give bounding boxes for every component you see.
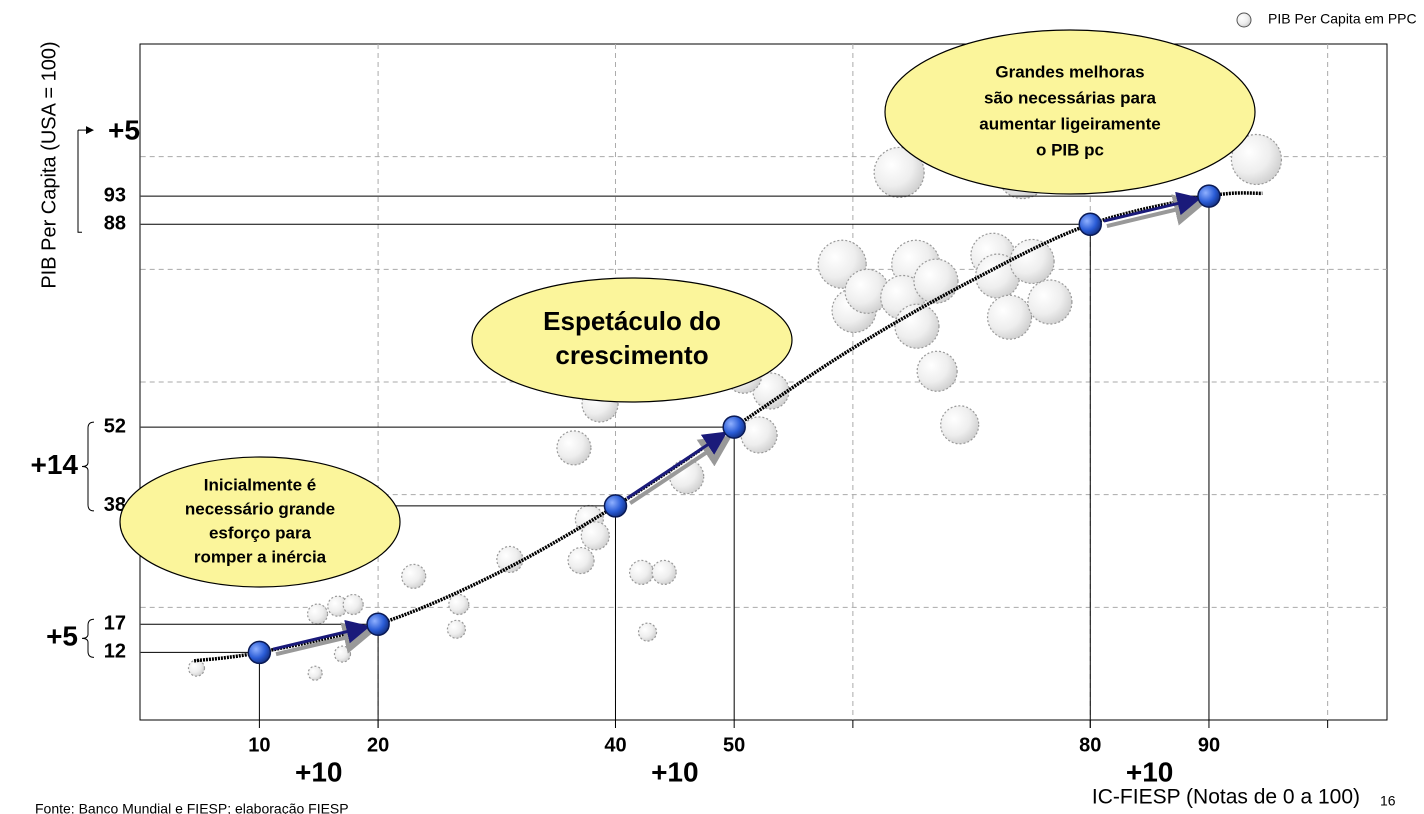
source: Fonte: Banco Mundial e FIESP; elaboração… — [35, 801, 349, 814]
bubble — [1009, 238, 1055, 285]
callout-bubble — [471, 277, 793, 403]
bubble — [1027, 279, 1073, 325]
callout-text: Inicialmente é — [204, 475, 316, 494]
legend-label: PIB Per Capita em PPC — [1268, 11, 1417, 27]
callout-text: Espetáculo do — [543, 306, 721, 336]
bubble — [740, 416, 778, 454]
bubble — [873, 146, 925, 199]
page-number: 16 — [1380, 793, 1396, 809]
callout-text: aumentar ligeiramente — [979, 114, 1160, 133]
bubble — [637, 622, 658, 642]
bubble — [446, 619, 467, 639]
brace — [81, 618, 95, 658]
y-tick-label: 12 — [104, 641, 126, 663]
brace — [81, 421, 95, 512]
highlight-point — [366, 612, 390, 636]
x-tick-label: 20 — [367, 734, 389, 756]
x-tick-label: 80 — [1079, 734, 1101, 756]
callout-text: romper a inércia — [194, 547, 327, 566]
y-delta: +5 — [46, 621, 78, 652]
bubble — [448, 593, 470, 616]
x-delta: +10 — [295, 756, 343, 787]
x-tick-label: 10 — [248, 734, 270, 756]
bubble — [580, 521, 610, 551]
bubble — [913, 258, 959, 304]
highlight-point — [1197, 184, 1221, 208]
bubble — [342, 593, 364, 616]
bubble — [306, 603, 329, 625]
y-delta: +14 — [31, 449, 79, 480]
bubble — [401, 563, 427, 589]
x-tick-label: 50 — [723, 734, 745, 756]
bubble — [986, 294, 1033, 340]
bubble — [1230, 133, 1283, 186]
y-tick-label: 38 — [104, 494, 126, 516]
bubble — [333, 645, 352, 663]
y-axis-title: PIB Per Capita (USA = 100) — [38, 41, 60, 288]
legend-swatch — [1236, 12, 1252, 28]
bracket — [77, 130, 82, 233]
bubble — [628, 559, 655, 586]
y-tick-label: 52 — [104, 415, 126, 437]
bubble — [187, 659, 206, 677]
bubble — [940, 405, 980, 445]
x-delta: +10 — [1126, 756, 1174, 787]
x-axis-title: IC-FIESP (Notas de 0 a 100) — [1092, 786, 1360, 809]
callout-text: são necessárias para — [984, 88, 1157, 107]
callout-text: Grandes melhoras — [995, 62, 1144, 81]
bubble — [567, 546, 595, 575]
highlight-point — [722, 415, 746, 439]
growth-arrow — [1103, 191, 1202, 223]
y-tick-label: 17 — [104, 613, 126, 635]
y-tick-label: 88 — [104, 213, 126, 235]
growth-arrow — [272, 619, 371, 651]
callout-bubble — [119, 456, 401, 588]
bubble — [651, 559, 677, 586]
bubble — [894, 303, 940, 349]
highlight-point — [603, 494, 628, 518]
y-delta: +5 — [108, 114, 140, 145]
bubble — [556, 430, 592, 466]
x-delta: +10 — [651, 756, 699, 787]
x-tick-label: 90 — [1198, 734, 1220, 756]
callout-text: o PIB pc — [1036, 140, 1104, 159]
callout-text: crescimento — [555, 340, 708, 370]
highlight-point — [1078, 212, 1103, 237]
y-tick-label: 93 — [104, 184, 126, 206]
bubble — [307, 665, 323, 681]
callout-bubble — [884, 29, 1256, 195]
x-tick-label: 40 — [604, 734, 626, 756]
growth-arrow — [626, 431, 728, 500]
growth-arrow — [275, 622, 376, 657]
callout-text: esforço para — [209, 523, 312, 542]
highlight-point — [247, 640, 272, 665]
bubble — [916, 350, 958, 392]
callout-text: necessário grande — [185, 499, 335, 518]
growth-arrow — [629, 435, 733, 505]
